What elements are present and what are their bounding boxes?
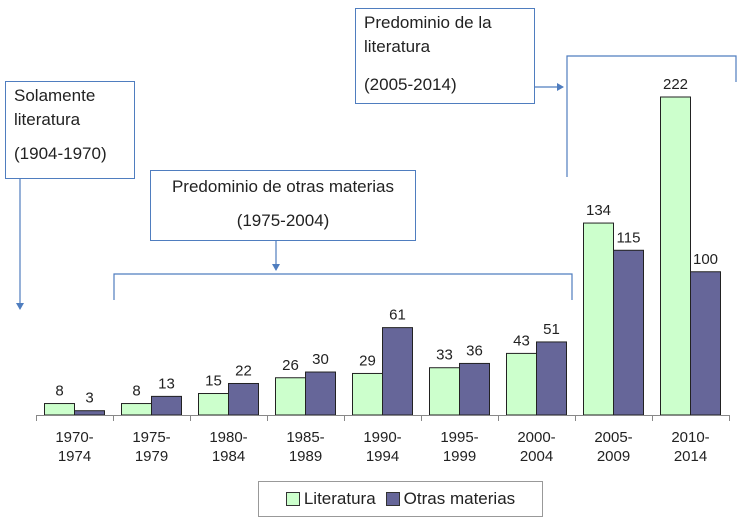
annotation-brackets [16,55,737,310]
bar-literatura [275,377,306,416]
annotation-solo-literatura: Solamente literatura (1904-1970) [5,81,135,179]
data-label: 26 [282,357,299,374]
bars [44,96,721,416]
bar-literatura [121,403,152,416]
x-tick-label: 1984 [212,448,245,465]
x-tick-label: 1985- [286,429,324,446]
legend-swatch-literatura [285,492,300,506]
legend-swatch-otras-materias [385,492,400,506]
x-tick-label: 1970- [55,429,93,446]
annotation-period: (2005-2014) [364,75,457,94]
data-label: 3 [85,390,93,407]
annotation-text: Predominio de otras materias [171,177,395,196]
bar-literatura [506,352,537,416]
data-label: 61 [389,307,406,324]
data-label: 222 [663,76,688,93]
x-tick-label: 1994 [366,448,399,465]
data-label: 134 [586,202,611,219]
annotation-period: (1904-1970) [14,144,107,163]
annotation-text: Solamente [14,86,96,105]
data-label: 100 [693,251,718,268]
x-tick-label: 1975- [132,429,170,446]
annotation-otras-materias: Predominio de otras materias (1975-2004) [150,170,416,241]
x-tick-label: 1999 [443,448,476,465]
legend-label: Otras materias [403,489,516,508]
bar-otras-materias [613,249,644,416]
data-label: 13 [158,375,175,392]
x-tick-label: 2014 [674,448,707,465]
bar-otras-materias [536,341,567,416]
data-label: 22 [235,362,252,379]
annotation-text: literatura [364,37,431,56]
bar-literatura [198,393,229,416]
x-tick-label: 2010- [671,429,709,446]
bar-otras-materias [690,271,721,416]
data-label: 15 [205,373,222,390]
x-tick-label: 1979 [135,448,168,465]
bar-otras-materias [151,395,182,416]
data-label: 33 [436,347,453,364]
bar-literatura [583,222,614,416]
data-label: 51 [543,321,560,338]
bracket-otras-materias [113,273,573,300]
data-label: 36 [466,342,483,359]
bar-otras-materias [382,327,413,416]
bar-otras-materias [305,371,336,416]
x-tick-label: 1974 [58,448,91,465]
x-tick-label: 2004 [520,448,553,465]
legend-item-literatura: Literatura [285,489,376,509]
x-tick-label: 2009 [597,448,630,465]
data-label: 8 [132,383,140,400]
x-tick-label: 1980- [209,429,247,446]
legend-item-otras-materias: Otras materias [385,489,516,509]
legend: Literatura Otras materias [258,481,543,517]
bar-otras-materias [459,362,490,416]
data-label: 8 [55,383,63,400]
x-tick-label: 2000- [517,429,555,446]
annotation-period: (1975-2004) [236,211,330,230]
data-labels: 8 3 8 13 15 22 26 30 29 61 33 36 43 51 134 115 222 100 [55,76,718,407]
bar-otras-materias [228,382,259,416]
bar-literatura [352,372,383,416]
bar-otras-materias [74,410,105,416]
annotation-text: Predominio de la [364,13,492,32]
x-axis: 1970- 1974 1975- 1979 1980- 1984 1985- 1989 1990… [36,415,730,465]
x-tick-label: 2005- [594,429,632,446]
annotation-predominio-literatura: Predominio de la literatura (2005-2014) [355,8,535,104]
annotation-text: literatura [14,110,81,129]
data-label: 115 [617,229,641,246]
bracket-predominio-literatura [566,55,737,177]
x-tick-label: 1995- [440,429,478,446]
data-label: 43 [513,332,530,349]
data-label: 30 [312,351,329,368]
x-tick-label: 1990- [363,429,401,446]
x-tick-label: 1989 [289,448,322,465]
bar-literatura [429,367,460,416]
bar-literatura [44,403,75,416]
data-label: 29 [359,352,376,369]
legend-label: Literatura [303,489,376,508]
bar-literatura [660,96,691,416]
